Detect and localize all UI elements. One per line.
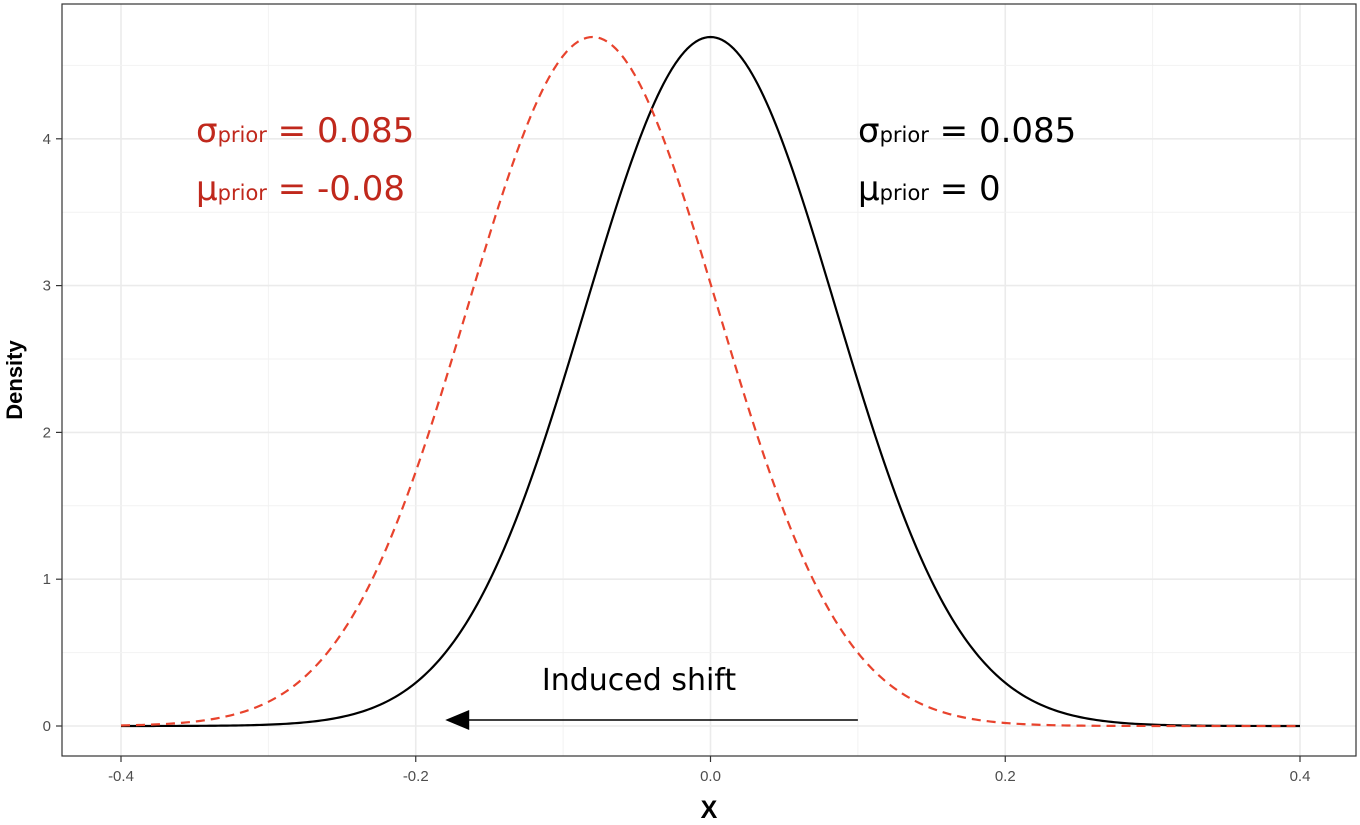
induced-shift-arrow (445, 710, 858, 730)
density-curve-shifted (120, 35, 1300, 728)
annotation-black: σprior = 0.085 μprior = 0 (858, 111, 1076, 209)
y-tick-label: 4 (43, 131, 51, 148)
annotation-black-sigma: σprior = 0.085 (858, 111, 1076, 151)
x-tick-label: 0.0 (700, 768, 721, 785)
annotation-red-mu: μprior = -0.08 (196, 169, 405, 209)
induced-shift-label: Induced shift (542, 663, 736, 698)
annotation-red-sigma-sub: prior (218, 123, 268, 147)
plot-panel-border (61, 3, 1357, 757)
annotation-red-sigma: σprior = 0.085 (196, 111, 414, 151)
y-tick-label: 2 (43, 424, 51, 441)
annotation-red-mu-sub: prior (218, 181, 268, 205)
density-curve-original (121, 35, 1300, 728)
annotation-black-mu-symbol: μ (858, 169, 880, 209)
annotation-black-mu: μprior = 0 (858, 169, 1001, 209)
x-tick-label: 0.4 (1290, 768, 1311, 785)
annotation-black-sigma-sub: prior (880, 123, 930, 147)
y-tick-label: 0 (43, 718, 51, 735)
annotation-red-mu-value: = -0.08 (267, 169, 405, 209)
annotation-red-sigma-value: = 0.085 (267, 111, 414, 151)
x-tick-label: -0.2 (403, 768, 429, 785)
series-curves (120, 35, 1300, 728)
y-tick-label: 3 (43, 278, 51, 295)
annotation-black-sigma-value: = 0.085 (929, 111, 1076, 151)
x-axis-title: X (701, 796, 718, 824)
annotation-black-sigma-symbol: σ (858, 111, 880, 151)
x-tick-label: -0.4 (108, 768, 134, 785)
annotation-black-mu-value: = 0 (929, 169, 1001, 209)
arrow-head (445, 710, 470, 730)
x-tick-label: 0.2 (995, 768, 1016, 785)
annotation-black-mu-sub: prior (880, 181, 930, 205)
axes: -0.4 -0.2 0.0 0.2 0.4 0 1 2 3 4 (43, 131, 1311, 785)
y-axis-title: Density (2, 340, 27, 420)
annotation-red-sigma-symbol: σ (196, 111, 218, 151)
y-tick-label: 1 (43, 571, 51, 588)
annotation-red-mu-symbol: μ (196, 169, 218, 209)
annotation-red: σprior = 0.085 μprior = -0.08 (196, 111, 414, 209)
